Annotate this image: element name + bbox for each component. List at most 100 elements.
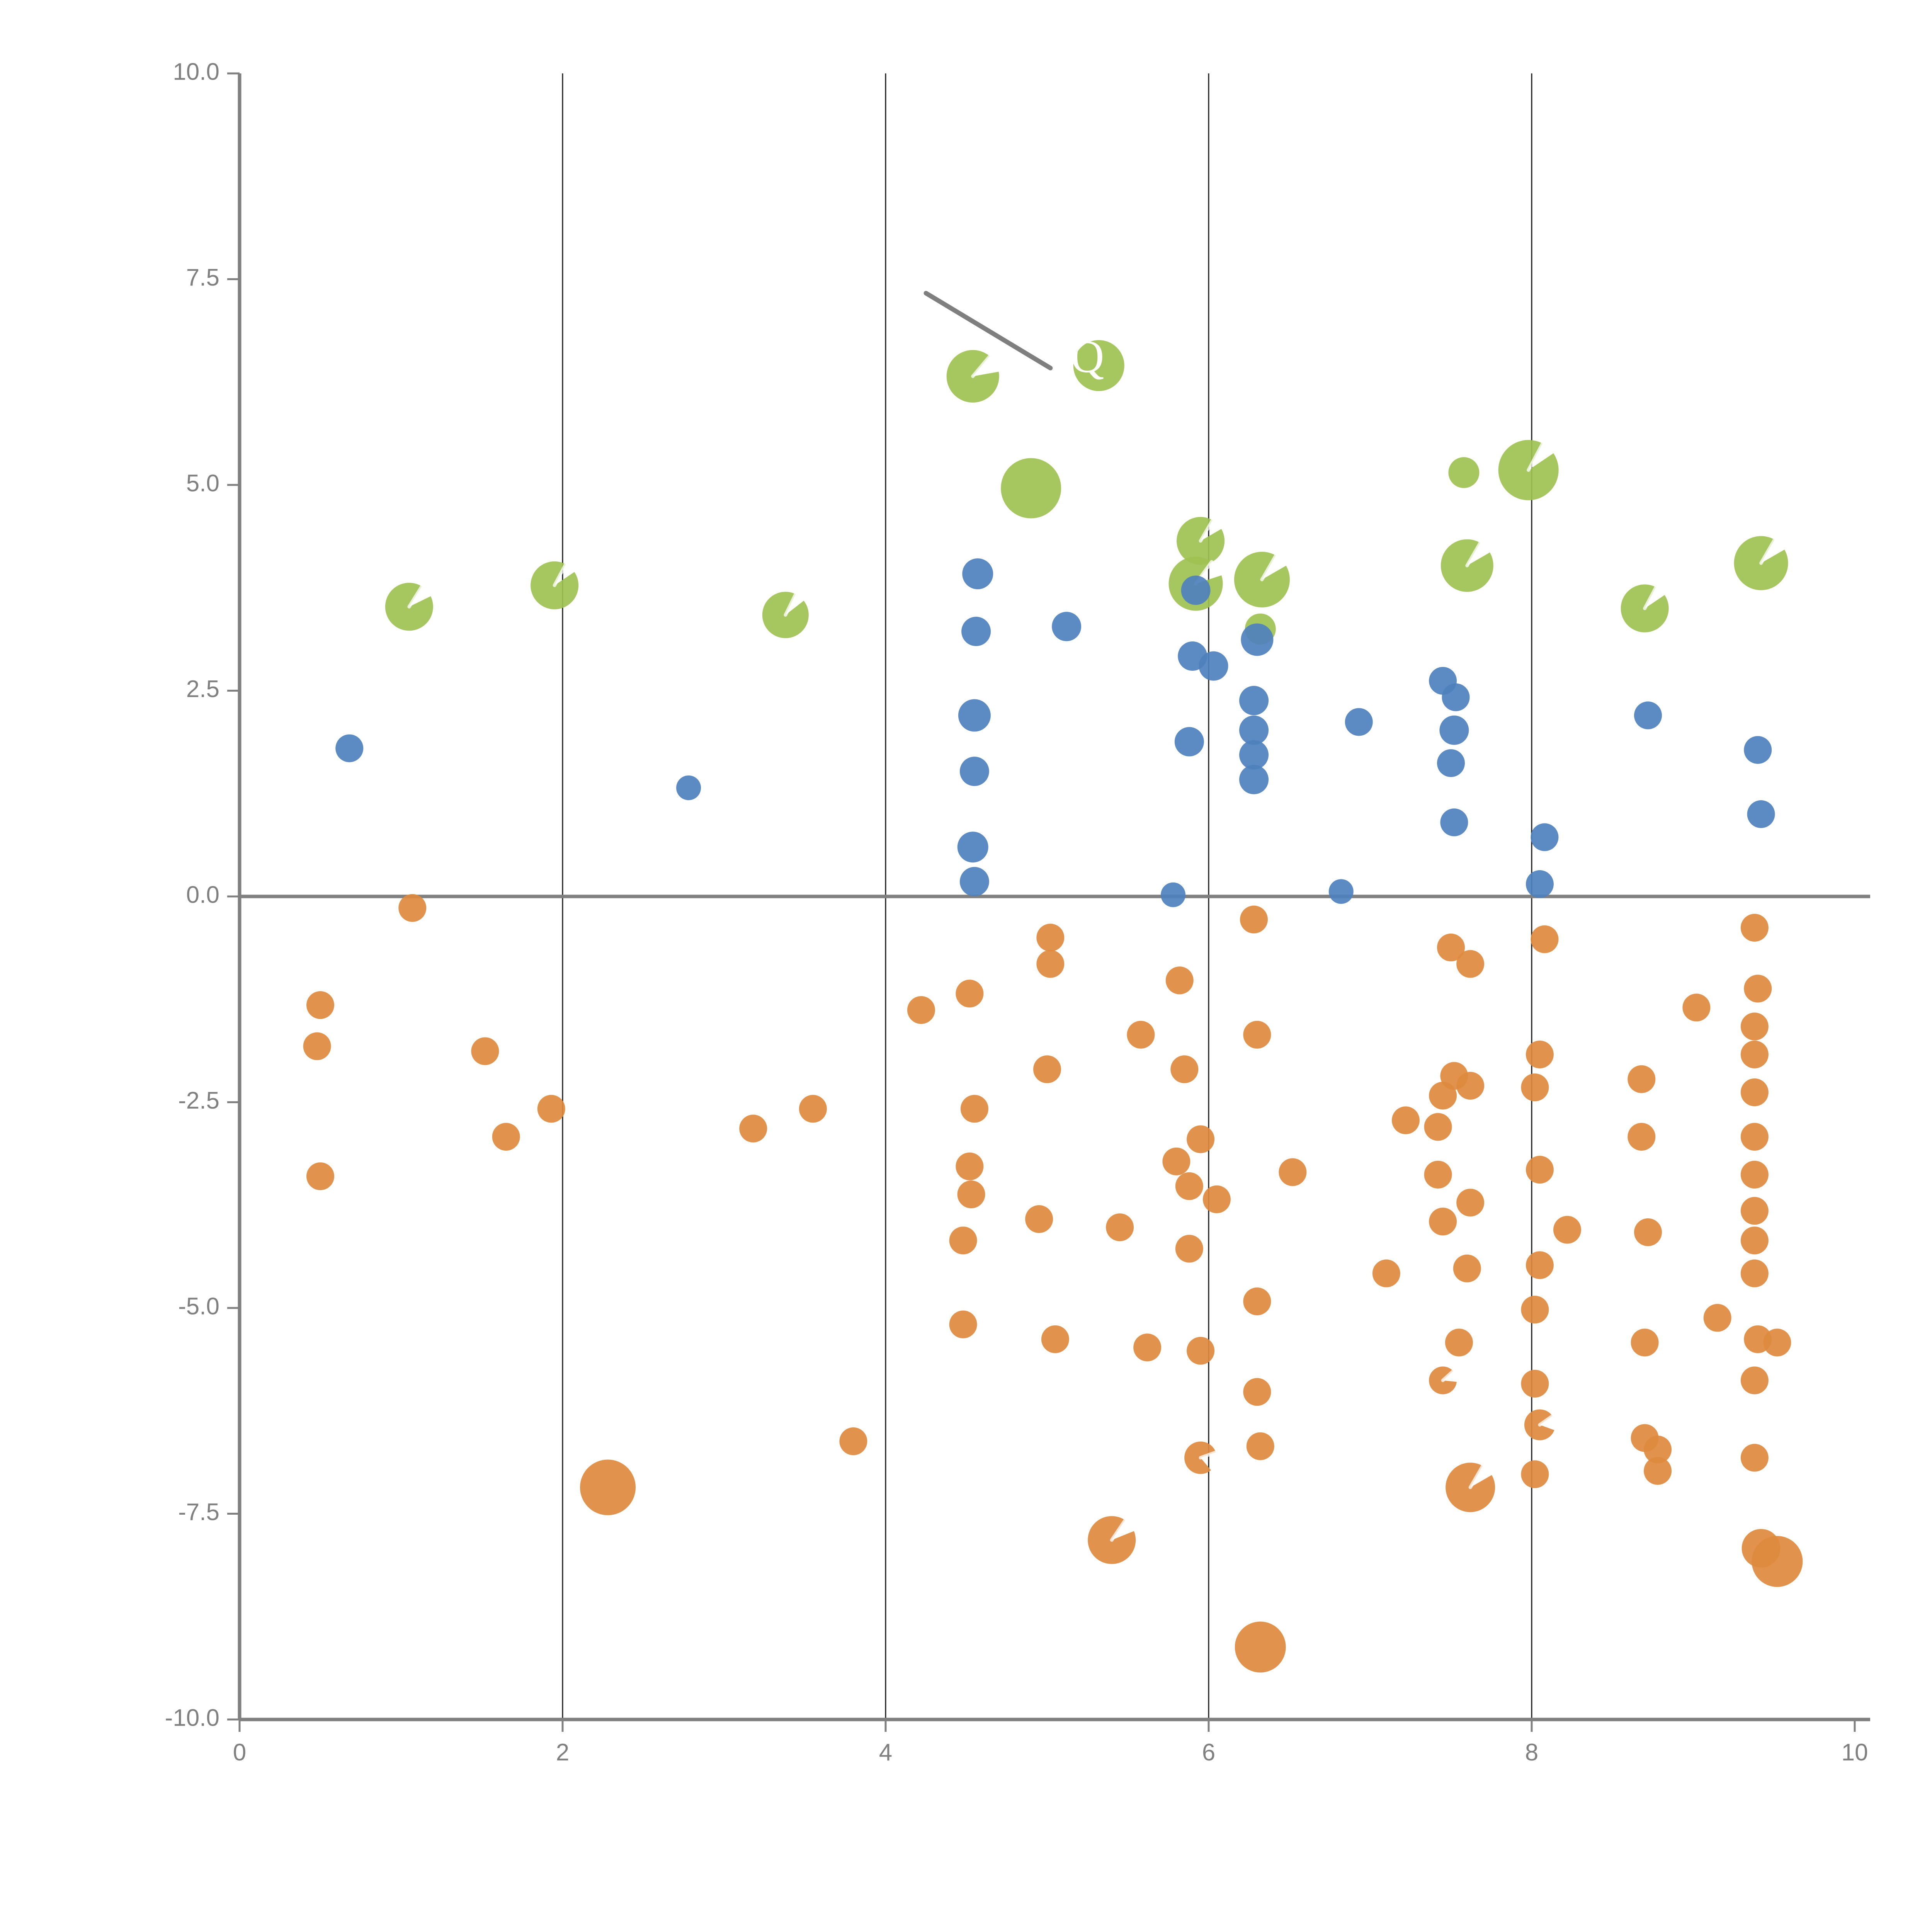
marker-dot xyxy=(1740,1226,1769,1255)
marker-dot xyxy=(957,832,988,863)
marker-dot xyxy=(1235,1621,1286,1673)
marker-dot xyxy=(676,775,701,800)
tick-labels: 10.0 7.5 5.0 2.5 0.0 -2.5 -5.0 -7.5 -10.0 0 2 4 6 8 10 xyxy=(165,58,1868,1766)
marker-wedge-line xyxy=(1538,1414,1554,1427)
marker-wedge-line xyxy=(1465,541,1482,568)
marker-dot xyxy=(1634,1218,1662,1247)
marker-dot xyxy=(1437,749,1465,777)
marker-dot xyxy=(1391,1106,1420,1134)
marker-wedge-line xyxy=(784,592,798,617)
marker-dot xyxy=(1644,1435,1672,1464)
y-tick-label: -7.5 xyxy=(178,1499,219,1526)
marker-dot xyxy=(1445,1328,1473,1357)
marker-dot xyxy=(335,734,364,762)
marker-dot xyxy=(1187,1125,1215,1153)
y-tick-label: 0.0 xyxy=(186,881,219,908)
x-tick-label: 8 xyxy=(1525,1739,1538,1766)
marker-dot xyxy=(398,894,427,922)
marker-dot xyxy=(1025,1205,1053,1233)
marker-dot xyxy=(1747,800,1775,828)
marker-dot xyxy=(1175,1172,1203,1200)
marker-pie xyxy=(1429,1366,1457,1395)
x-tick-label: 2 xyxy=(556,1739,569,1766)
marker-dot xyxy=(1740,1444,1769,1472)
marker-wedge-line xyxy=(407,585,424,609)
marker-dot xyxy=(1424,1113,1452,1141)
marker-dot xyxy=(1453,1254,1481,1282)
x-tick-label: 6 xyxy=(1202,1739,1215,1766)
marker-dot xyxy=(962,558,993,590)
marker-dot xyxy=(1328,879,1354,904)
marker-dot xyxy=(1740,1160,1769,1189)
marker-dot xyxy=(1526,1251,1554,1279)
marker-dot xyxy=(1073,340,1124,391)
marker-dot xyxy=(739,1114,767,1143)
marker-dot xyxy=(1634,701,1662,730)
marker-dot xyxy=(1521,1296,1549,1324)
marker-dot xyxy=(1763,1328,1791,1357)
marker-dot xyxy=(960,1095,988,1123)
marker-pie xyxy=(1440,539,1493,592)
marker-dot xyxy=(1531,925,1559,953)
marker-wedge-line xyxy=(1441,1369,1455,1382)
marker-dot xyxy=(956,1152,984,1180)
marker-dot xyxy=(1526,1156,1554,1184)
marker-dot xyxy=(1246,1432,1274,1460)
marker-pie xyxy=(1524,1409,1554,1440)
marker-dot xyxy=(1740,913,1769,942)
marker-dot xyxy=(1243,1020,1271,1049)
marker-dot xyxy=(1424,1160,1452,1189)
marker-dot xyxy=(303,1032,331,1060)
marker-dot xyxy=(1521,1369,1549,1398)
marker-dot xyxy=(1239,715,1269,745)
y-tick-label: 2.5 xyxy=(186,676,219,702)
marker-dot xyxy=(1526,1040,1554,1068)
marker-dot xyxy=(1531,823,1559,851)
marker-dot xyxy=(1239,740,1269,770)
marker-dot xyxy=(1740,1197,1769,1225)
marker-wedge-line xyxy=(1199,518,1214,543)
marker-dot xyxy=(1448,457,1480,488)
marker-dot xyxy=(1628,1065,1656,1093)
marker-wedge-line xyxy=(1260,554,1278,582)
marker-dot xyxy=(1437,934,1465,962)
marker-pie xyxy=(1498,440,1559,500)
marker-dot xyxy=(1240,905,1268,934)
marker-dot xyxy=(1744,736,1772,764)
marker-pie xyxy=(1088,1516,1136,1564)
axes xyxy=(227,72,1870,1732)
marker-pie xyxy=(1177,517,1225,565)
marker-dot xyxy=(1181,575,1211,605)
marker-dot xyxy=(839,1427,867,1456)
marker-pie xyxy=(1734,536,1788,590)
series-blue xyxy=(335,558,1775,907)
marker-dot xyxy=(961,617,991,646)
marker-pie xyxy=(1446,1463,1495,1512)
marker-pie xyxy=(946,350,999,403)
marker-dot xyxy=(907,996,935,1024)
x-tick-label: 0 xyxy=(233,1739,246,1766)
y-tick-label: 7.5 xyxy=(186,264,219,291)
marker-dot xyxy=(1170,1055,1199,1083)
marker-dot xyxy=(799,1095,827,1123)
series-green xyxy=(385,340,1788,645)
marker-dot xyxy=(949,1310,977,1338)
marker-dot xyxy=(1187,1337,1215,1365)
marker-dot xyxy=(957,1180,985,1209)
y-tick-label: -10.0 xyxy=(165,1704,219,1731)
marker-dot xyxy=(1440,808,1468,837)
marker-dot xyxy=(1279,1158,1307,1186)
marker-wedge-line xyxy=(553,562,568,587)
marker-pie xyxy=(531,561,579,609)
marker-dot xyxy=(956,980,984,1008)
marker-dot xyxy=(1239,686,1269,716)
marker-dot xyxy=(1644,1457,1672,1485)
annotation-leader-line xyxy=(923,291,1053,371)
marker-dot xyxy=(1521,1460,1549,1488)
marker-dot xyxy=(1740,1040,1769,1068)
marker-dot xyxy=(1345,708,1373,736)
marker-pie xyxy=(385,583,433,631)
marker-dot xyxy=(1243,1287,1271,1315)
